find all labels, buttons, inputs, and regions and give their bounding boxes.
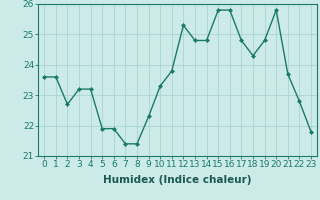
- X-axis label: Humidex (Indice chaleur): Humidex (Indice chaleur): [103, 175, 252, 185]
